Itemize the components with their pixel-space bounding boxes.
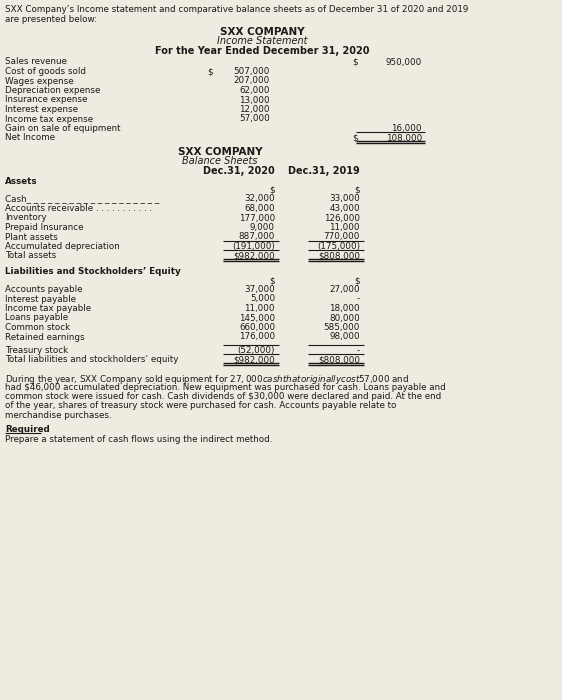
Text: 145,000: 145,000	[239, 314, 275, 323]
Text: 18,000: 18,000	[329, 304, 360, 313]
Text: Treasury stock: Treasury stock	[5, 346, 68, 355]
Text: $: $	[269, 276, 275, 286]
Text: Inventory: Inventory	[5, 214, 47, 223]
Text: -: -	[357, 295, 360, 304]
Text: Prepare a statement of cash flows using the indirect method.: Prepare a statement of cash flows using …	[5, 435, 273, 444]
Text: 177,000: 177,000	[239, 214, 275, 223]
Text: Cash_ _ _ _ _ _ _ _ _ _ _ _ _ _ _ _ _ _ _: Cash_ _ _ _ _ _ _ _ _ _ _ _ _ _ _ _ _ _ …	[5, 195, 159, 204]
Text: Assets: Assets	[5, 176, 38, 186]
Text: 98,000: 98,000	[329, 332, 360, 342]
Text: Common stock: Common stock	[5, 323, 70, 332]
Text: Gain on sale of equipment: Gain on sale of equipment	[5, 124, 120, 133]
Text: 62,000: 62,000	[239, 86, 270, 95]
Text: 660,000: 660,000	[239, 323, 275, 332]
Text: 9,000: 9,000	[250, 223, 275, 232]
Text: $: $	[355, 186, 360, 195]
Text: (52,000): (52,000)	[238, 346, 275, 355]
Text: merchandise purchases.: merchandise purchases.	[5, 411, 112, 420]
Text: Depreciation expense: Depreciation expense	[5, 86, 101, 95]
Text: Dec.31, 2020: Dec.31, 2020	[203, 166, 275, 176]
Text: 57,000: 57,000	[239, 115, 270, 123]
Text: Prepaid Insurance: Prepaid Insurance	[5, 223, 84, 232]
Text: had $46,000 accumulated depreciation. New equipment was purchased for cash. Loan: had $46,000 accumulated depreciation. Ne…	[5, 382, 446, 391]
Text: $982,000: $982,000	[233, 251, 275, 260]
Text: of the year, shares of treasury stock were purchased for cash. Accounts payable : of the year, shares of treasury stock we…	[5, 402, 396, 410]
Text: 12,000: 12,000	[239, 105, 270, 114]
Text: 507,000: 507,000	[234, 67, 270, 76]
Text: -: -	[357, 346, 360, 355]
Text: 126,000: 126,000	[324, 214, 360, 223]
Text: Balance Sheets: Balance Sheets	[182, 157, 258, 167]
Text: 108,000: 108,000	[386, 134, 422, 143]
Text: $808,000: $808,000	[318, 251, 360, 260]
Text: Income tax payable: Income tax payable	[5, 304, 91, 313]
Text: 176,000: 176,000	[239, 332, 275, 342]
Text: Wages expense: Wages expense	[5, 76, 74, 85]
Text: 11,000: 11,000	[244, 304, 275, 313]
Text: $: $	[269, 186, 275, 195]
Text: 32,000: 32,000	[244, 195, 275, 204]
Text: 13,000: 13,000	[239, 95, 270, 104]
Text: 887,000: 887,000	[239, 232, 275, 241]
Text: During the year, SXX Company sold equipment for $27,000 cash that originally cos: During the year, SXX Company sold equipm…	[5, 373, 409, 386]
Text: 33,000: 33,000	[329, 195, 360, 204]
Text: 585,000: 585,000	[324, 323, 360, 332]
Text: Cost of goods sold: Cost of goods sold	[5, 67, 86, 76]
Text: For the Year Ended December 31, 2020: For the Year Ended December 31, 2020	[155, 46, 369, 56]
Text: Income tax expense: Income tax expense	[5, 115, 93, 123]
Text: 11,000: 11,000	[329, 223, 360, 232]
Text: Accounts receivable . . . . . . . . . . .: Accounts receivable . . . . . . . . . . …	[5, 204, 152, 213]
Text: 68,000: 68,000	[244, 204, 275, 213]
Text: $: $	[207, 67, 213, 76]
Text: Income Statement: Income Statement	[217, 36, 307, 46]
Text: Retained earnings: Retained earnings	[5, 332, 85, 342]
Text: Accounts payable: Accounts payable	[5, 285, 83, 294]
Text: 950,000: 950,000	[386, 57, 422, 66]
Text: are presented below:: are presented below:	[5, 15, 97, 24]
Text: Interest payable: Interest payable	[5, 295, 76, 304]
Text: Loans payable: Loans payable	[5, 314, 68, 323]
Text: Interest expense: Interest expense	[5, 105, 78, 114]
Text: Accumulated depreciation: Accumulated depreciation	[5, 242, 120, 251]
Text: Plant assets: Plant assets	[5, 232, 58, 241]
Text: 207,000: 207,000	[234, 76, 270, 85]
Text: Sales revenue: Sales revenue	[5, 57, 67, 66]
Text: Total assets: Total assets	[5, 251, 56, 260]
Text: 37,000: 37,000	[244, 285, 275, 294]
Text: 16,000: 16,000	[392, 124, 422, 133]
Text: 80,000: 80,000	[329, 314, 360, 323]
Text: SXX Company’s Income statement and comparative balance sheets as of December 31 : SXX Company’s Income statement and compa…	[5, 5, 468, 14]
Text: Total liabilities and stockholders’ equity: Total liabilities and stockholders’ equi…	[5, 356, 178, 365]
Text: common stock were issued for cash. Cash dividends of $30,000 were declared and p: common stock were issued for cash. Cash …	[5, 392, 441, 401]
Text: 5,000: 5,000	[250, 295, 275, 304]
Text: (175,000): (175,000)	[317, 242, 360, 251]
Text: Insurance expense: Insurance expense	[5, 95, 87, 104]
Text: Dec.31, 2019: Dec.31, 2019	[288, 166, 360, 176]
Text: SXX COMPANY: SXX COMPANY	[178, 147, 262, 157]
Text: $982,000: $982,000	[233, 356, 275, 365]
Text: (191,000): (191,000)	[232, 242, 275, 251]
Text: Net Income: Net Income	[5, 134, 55, 143]
Text: 27,000: 27,000	[329, 285, 360, 294]
Text: $: $	[355, 276, 360, 286]
Text: $: $	[352, 57, 358, 66]
Text: Required: Required	[5, 426, 50, 435]
Text: Liabilities and Stockholders’ Equity: Liabilities and Stockholders’ Equity	[5, 267, 181, 276]
Text: SXX COMPANY: SXX COMPANY	[220, 27, 304, 37]
Text: $808,000: $808,000	[318, 356, 360, 365]
Text: 770,000: 770,000	[324, 232, 360, 241]
Text: $: $	[352, 134, 358, 143]
Text: 43,000: 43,000	[329, 204, 360, 213]
